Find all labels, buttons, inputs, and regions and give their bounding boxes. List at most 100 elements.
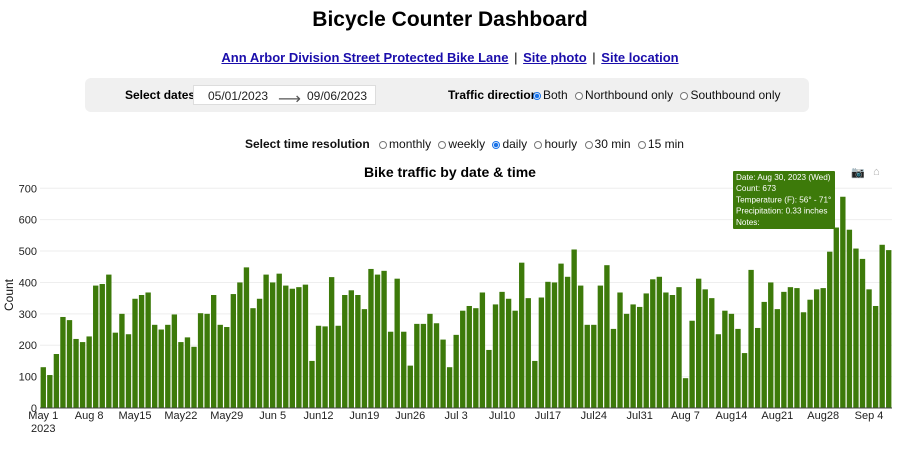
bar[interactable] [492, 304, 499, 408]
bar[interactable] [846, 229, 853, 408]
bar[interactable] [322, 326, 328, 408]
bar[interactable] [886, 250, 892, 408]
bar[interactable] [820, 288, 826, 408]
bar[interactable] [741, 353, 748, 408]
bar[interactable] [460, 310, 466, 408]
bar[interactable] [368, 268, 374, 408]
bar[interactable] [296, 287, 302, 408]
bar[interactable] [132, 298, 138, 408]
bar[interactable] [564, 276, 571, 408]
resolution-option-hourly[interactable]: hourly [534, 137, 577, 151]
bar[interactable] [355, 295, 361, 408]
bar[interactable] [807, 299, 813, 408]
bar[interactable] [197, 313, 204, 408]
bar[interactable] [446, 367, 453, 408]
site-photo-link[interactable]: Site photo [523, 50, 587, 65]
resolution-option-15min[interactable]: 15 min [637, 137, 684, 151]
date-range-picker[interactable]: 05/01/2023 ⟶ 09/06/2023 [193, 85, 376, 108]
bar[interactable] [387, 331, 394, 408]
bar[interactable] [420, 323, 427, 408]
bar[interactable] [617, 292, 623, 408]
bar[interactable] [224, 327, 230, 408]
bar[interactable] [840, 196, 846, 408]
bar[interactable] [112, 332, 119, 408]
bar[interactable] [73, 338, 79, 408]
bar[interactable] [473, 308, 479, 408]
bar[interactable] [787, 287, 794, 408]
camera-icon[interactable]: 📷 [851, 167, 865, 179]
bar[interactable] [604, 265, 610, 408]
bar[interactable] [335, 325, 341, 408]
direction-option-northbound[interactable]: Northbound only [575, 88, 673, 102]
bar[interactable] [637, 306, 643, 408]
bar[interactable] [630, 304, 636, 408]
bar[interactable] [774, 309, 780, 408]
bar[interactable] [427, 313, 433, 408]
direction-option-southbound[interactable]: Southbound only [680, 88, 781, 102]
bar[interactable] [243, 267, 250, 408]
bar[interactable] [40, 367, 46, 408]
bar[interactable] [93, 285, 99, 408]
bar[interactable] [610, 328, 617, 408]
bar[interactable] [191, 346, 197, 408]
bar[interactable] [499, 291, 505, 408]
bar[interactable] [663, 292, 669, 408]
bar[interactable] [813, 289, 820, 408]
bar[interactable] [578, 285, 584, 408]
bar[interactable] [381, 270, 387, 408]
resolution-option-weekly[interactable]: weekly [438, 137, 485, 151]
bar[interactable] [623, 313, 630, 408]
bar[interactable] [532, 360, 538, 408]
bar[interactable] [394, 278, 400, 408]
bar[interactable] [768, 282, 774, 408]
bar[interactable] [794, 288, 800, 408]
bar[interactable] [689, 320, 695, 408]
bar[interactable] [60, 316, 66, 408]
bar[interactable] [315, 325, 322, 408]
bar[interactable] [263, 274, 269, 408]
bar[interactable] [269, 282, 276, 408]
bar[interactable] [735, 328, 741, 408]
bar[interactable] [728, 313, 735, 408]
bar[interactable] [545, 281, 551, 408]
bar[interactable] [754, 327, 761, 408]
bar[interactable] [591, 324, 597, 408]
bar[interactable] [715, 334, 721, 408]
bar[interactable] [302, 284, 309, 408]
site-name-link[interactable]: Ann Arbor Division Street Protected Bike… [221, 50, 509, 65]
bar[interactable] [250, 308, 256, 408]
bar[interactable] [125, 334, 132, 408]
bar[interactable] [859, 258, 866, 408]
bar[interactable] [512, 310, 518, 408]
bar[interactable] [781, 291, 787, 408]
bar[interactable] [866, 289, 872, 408]
bar[interactable] [204, 313, 210, 408]
bar[interactable] [853, 248, 859, 408]
bar[interactable] [643, 293, 649, 408]
bar[interactable] [479, 292, 486, 408]
bar[interactable] [407, 365, 413, 408]
bar[interactable] [328, 277, 335, 408]
bar[interactable] [669, 295, 676, 408]
resolution-option-monthly[interactable]: monthly [379, 137, 431, 151]
start-date-input[interactable]: 05/01/2023 [208, 89, 269, 103]
bar[interactable] [171, 314, 178, 408]
bar[interactable] [276, 273, 282, 408]
bar[interactable] [237, 282, 243, 408]
bar[interactable] [165, 324, 171, 408]
bar[interactable] [256, 298, 263, 408]
bar[interactable] [401, 331, 407, 408]
bar[interactable] [827, 251, 833, 408]
bar[interactable] [66, 320, 73, 408]
bar[interactable] [682, 378, 689, 408]
bar[interactable] [722, 310, 728, 408]
bar[interactable] [99, 284, 105, 408]
bar[interactable] [145, 292, 151, 408]
bar[interactable] [702, 289, 708, 408]
resolution-option-daily[interactable]: daily [492, 137, 527, 151]
home-icon[interactable]: ⌂ [873, 166, 880, 178]
bar[interactable] [440, 339, 446, 408]
bar[interactable] [158, 329, 164, 408]
bar[interactable] [558, 263, 564, 408]
bar[interactable] [538, 297, 545, 408]
